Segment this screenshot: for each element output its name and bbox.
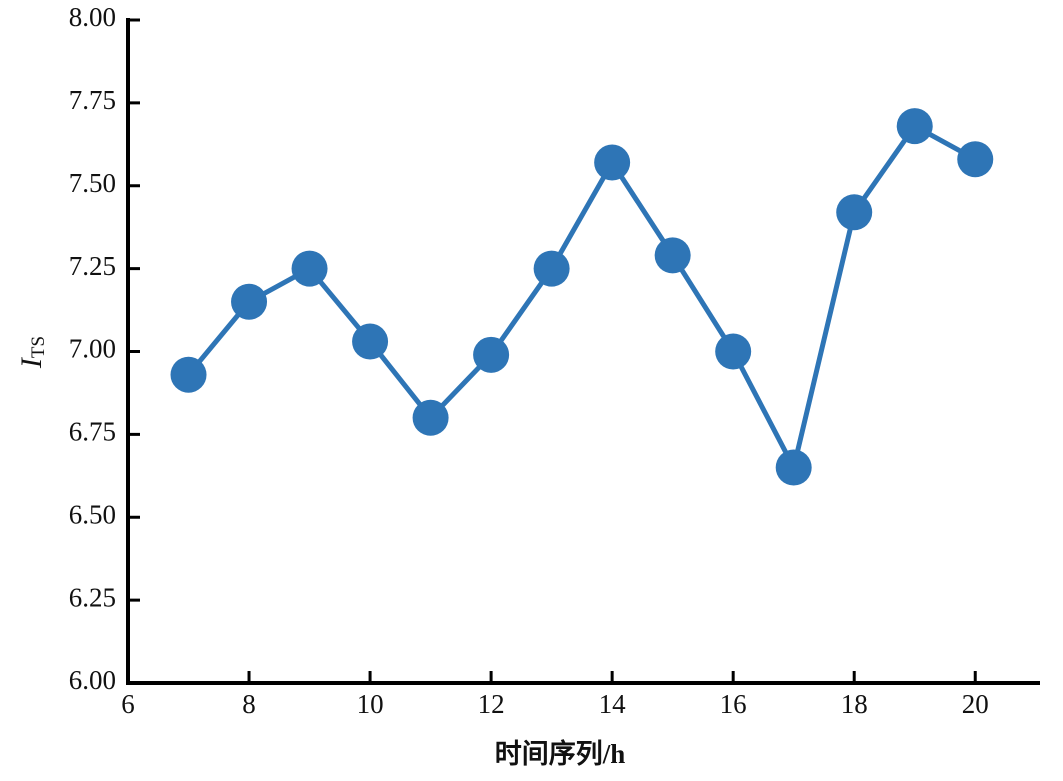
x-tick-label: 18 [841, 689, 868, 719]
point [836, 194, 873, 231]
x-tick-label: 14 [599, 689, 627, 719]
x-tick-label: 8 [242, 689, 256, 719]
y-tick-label: 6.25 [69, 582, 116, 612]
x-tick-label: 12 [478, 689, 505, 719]
y-tick-label: 6.75 [69, 417, 116, 447]
point [352, 323, 389, 360]
point [533, 250, 570, 287]
x-axis-label: 时间序列/h [495, 738, 626, 769]
y-tick-label: 6.00 [69, 665, 116, 695]
y-tick-label: 8.00 [69, 2, 116, 32]
point [715, 333, 752, 370]
y-tick-label: 7.75 [69, 85, 116, 115]
y-axis-label-sub: TS [28, 336, 49, 358]
point [775, 449, 812, 486]
point [594, 144, 631, 181]
y-axis-label: ITS [15, 336, 49, 369]
point [412, 399, 449, 436]
y-tick-label: 6.50 [69, 499, 116, 529]
point [170, 356, 207, 393]
point [291, 250, 328, 287]
x-tick-label: 10 [357, 689, 384, 719]
x-tick-label: 6 [121, 689, 135, 719]
y-axis-label-main: I [15, 356, 48, 369]
point [231, 283, 268, 320]
line [186, 122, 977, 475]
point [957, 141, 994, 178]
y-tick-label: 7.00 [69, 334, 116, 364]
y-tick-label: 7.25 [69, 251, 116, 281]
point [654, 237, 691, 274]
point [896, 108, 933, 145]
y-tick-label: 7.50 [69, 168, 116, 198]
x-tick-label: 16 [720, 689, 747, 719]
x-tick-label: 20 [962, 689, 989, 719]
point [473, 336, 510, 373]
